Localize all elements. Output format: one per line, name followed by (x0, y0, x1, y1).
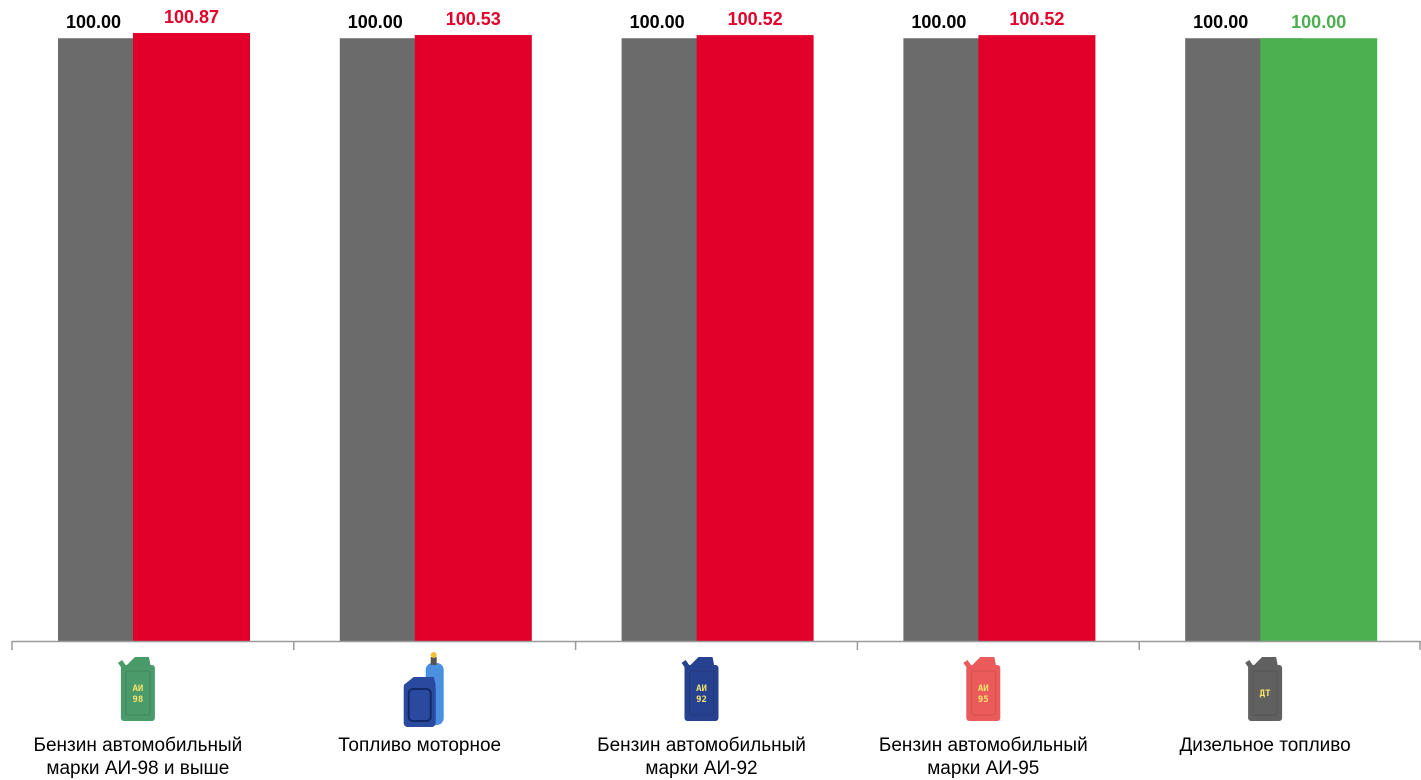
x-category-label: Бензин автомобильный марки АИ-95 (853, 734, 1113, 780)
value-label-series1-4: 100.00 (1193, 12, 1248, 32)
value-label-series2-2: 100.52 (728, 9, 783, 29)
bar-series2-1 (414, 35, 532, 642)
value-label-series1-3: 100.00 (911, 12, 966, 32)
canister-dt-icon-text-0: ДТ (1260, 689, 1271, 699)
value-label-series2-0: 100.87 (164, 7, 219, 27)
x-category-label: Дизельное топливо (1135, 734, 1395, 757)
canister-ai92-icon-text-1: 92 (696, 695, 707, 705)
value-label-series2-3: 100.52 (1009, 9, 1064, 29)
bar-series2-4 (1260, 38, 1378, 641)
canister-dt-icon: ДТ (1245, 657, 1283, 721)
x-category-label-line: Топливо моторное (338, 735, 502, 756)
x-category-label-line: Бензин автомобильный (597, 735, 806, 756)
value-label-series1-2: 100.00 (630, 12, 685, 32)
x-category-label-line: Бензин автомобильный (878, 735, 1088, 756)
canister-ai98-icon-text-0: АИ (132, 684, 143, 694)
x-category-label: Бензин автомобильный марки АИ-98 и выше (8, 734, 268, 780)
canister-ai95-icon-text-0: АИ (978, 684, 989, 694)
value-label-series2-1: 100.53 (446, 9, 501, 29)
x-category-label-line: Дизельное топливо (1179, 735, 1351, 756)
value-label-series1-0: 100.00 (66, 12, 121, 32)
canister-ai98-icon-text-1: 98 (132, 695, 143, 705)
bar-series2-0 (133, 32, 250, 641)
x-category-label: Топливо моторное (290, 734, 550, 757)
value-label-series1-1: 100.00 (348, 12, 403, 32)
value-label-series2-4: 100.00 (1291, 12, 1346, 32)
x-category-label-line: марки АИ-98 и выше (46, 758, 230, 779)
x-category-label-line: марки АИ-92 (645, 758, 758, 779)
x-category-label-line: марки АИ-95 (927, 758, 1040, 779)
canister-ai95-icon-text-1: 95 (978, 695, 989, 705)
x-category-label: Бензин автомобильный марки АИ-92 (572, 734, 832, 780)
bar-series2-2 (696, 35, 814, 641)
bar-series2-3 (978, 35, 1096, 641)
x-category-label-line: Бензин автомобильный (33, 735, 243, 756)
gas-canister-icon (403, 652, 444, 727)
canister-ai92-icon-text-0: АИ (696, 684, 707, 694)
